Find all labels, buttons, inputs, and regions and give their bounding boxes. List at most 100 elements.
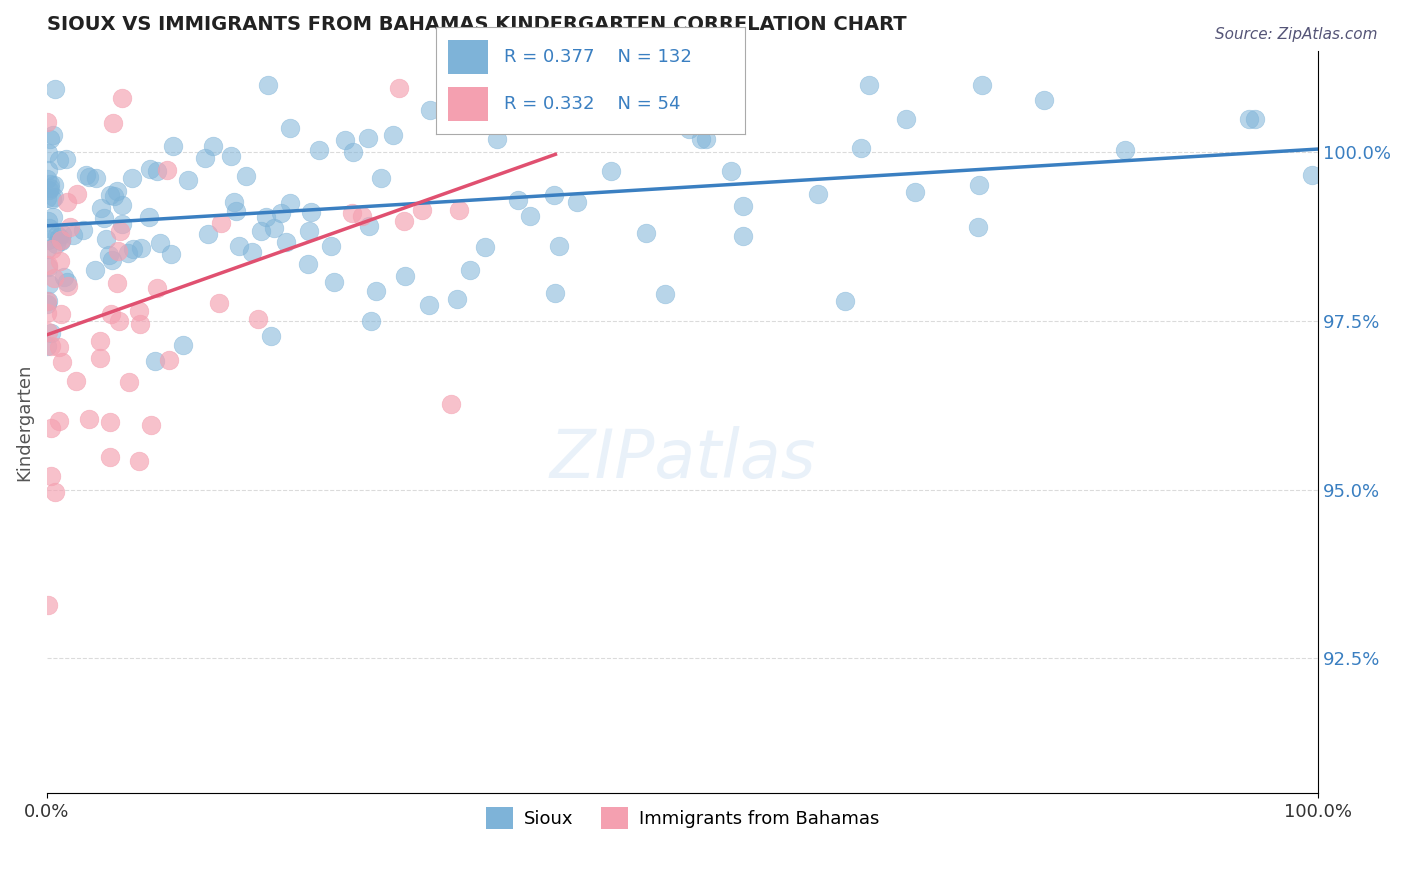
Point bbox=[547, 239, 569, 253]
Point bbox=[1243, 112, 1265, 126]
Point bbox=[35, 114, 58, 128]
Point bbox=[121, 170, 143, 185]
Point bbox=[146, 281, 169, 295]
Point bbox=[249, 223, 271, 237]
Point bbox=[966, 219, 988, 234]
Legend: Sioux, Immigrants from Bahamas: Sioux, Immigrants from Bahamas bbox=[479, 800, 886, 837]
Point bbox=[42, 210, 65, 224]
Point bbox=[129, 241, 152, 255]
Point bbox=[37, 172, 59, 186]
Point bbox=[172, 338, 194, 352]
Point bbox=[103, 115, 125, 129]
Point bbox=[240, 245, 263, 260]
Point bbox=[53, 270, 76, 285]
Point bbox=[37, 258, 59, 272]
Point bbox=[51, 227, 73, 241]
Point bbox=[342, 145, 364, 159]
Point bbox=[695, 132, 717, 146]
Point bbox=[225, 204, 247, 219]
Point bbox=[103, 189, 125, 203]
Point bbox=[89, 351, 111, 366]
Point bbox=[84, 263, 107, 277]
Point bbox=[197, 227, 219, 241]
Point bbox=[79, 170, 101, 185]
Point bbox=[352, 209, 374, 223]
Text: R = 0.332    N = 54: R = 0.332 N = 54 bbox=[503, 95, 681, 112]
Point bbox=[108, 224, 131, 238]
Point bbox=[41, 242, 63, 256]
Point bbox=[37, 163, 59, 178]
Point bbox=[111, 91, 134, 105]
Point bbox=[143, 354, 166, 368]
Point bbox=[108, 314, 131, 328]
Point bbox=[176, 172, 198, 186]
Point bbox=[38, 132, 60, 146]
Point bbox=[526, 103, 548, 118]
Point bbox=[42, 178, 65, 193]
Point bbox=[96, 232, 118, 246]
Point bbox=[72, 223, 94, 237]
Point bbox=[156, 163, 179, 178]
Point bbox=[319, 238, 342, 252]
FancyBboxPatch shape bbox=[449, 87, 488, 121]
Point bbox=[65, 375, 87, 389]
Point bbox=[689, 131, 711, 145]
Text: ZIPatlas: ZIPatlas bbox=[550, 426, 815, 492]
Point bbox=[360, 314, 382, 328]
Text: Source: ZipAtlas.com: Source: ZipAtlas.com bbox=[1215, 27, 1378, 42]
Point bbox=[39, 177, 62, 191]
Point bbox=[111, 198, 134, 212]
Point bbox=[100, 307, 122, 321]
Point bbox=[77, 412, 100, 426]
Point bbox=[219, 149, 242, 163]
Point bbox=[834, 293, 856, 308]
Point bbox=[807, 186, 830, 201]
Point bbox=[98, 187, 121, 202]
Point bbox=[278, 196, 301, 211]
Point bbox=[720, 163, 742, 178]
Point bbox=[228, 239, 250, 253]
Point bbox=[37, 339, 59, 353]
Point bbox=[37, 294, 59, 309]
Point bbox=[48, 414, 70, 428]
Point bbox=[678, 122, 700, 136]
Point bbox=[35, 297, 58, 311]
Point bbox=[411, 202, 433, 217]
Point bbox=[858, 78, 880, 92]
Point bbox=[394, 213, 416, 227]
Point bbox=[904, 185, 927, 199]
Point bbox=[458, 262, 481, 277]
Point bbox=[39, 181, 62, 195]
Point bbox=[105, 276, 128, 290]
Point bbox=[486, 132, 509, 146]
Point bbox=[111, 217, 134, 231]
Point bbox=[38, 183, 60, 197]
Point bbox=[128, 454, 150, 468]
Point bbox=[222, 194, 245, 209]
Point bbox=[37, 233, 59, 247]
FancyBboxPatch shape bbox=[449, 39, 488, 74]
Point bbox=[105, 184, 128, 198]
Point bbox=[93, 211, 115, 225]
Point bbox=[160, 247, 183, 261]
Point bbox=[440, 397, 463, 411]
Point bbox=[388, 80, 411, 95]
Point bbox=[38, 277, 60, 291]
Point bbox=[733, 229, 755, 244]
Point bbox=[37, 598, 59, 612]
Point bbox=[51, 234, 73, 248]
Point bbox=[118, 375, 141, 389]
Point bbox=[62, 228, 84, 243]
Point bbox=[39, 420, 62, 434]
Point bbox=[506, 193, 529, 207]
Point bbox=[1301, 168, 1323, 182]
Point bbox=[1033, 93, 1056, 107]
Point bbox=[544, 285, 567, 300]
Point bbox=[565, 195, 588, 210]
Point bbox=[333, 133, 356, 147]
Point bbox=[1237, 112, 1260, 127]
Point bbox=[39, 338, 62, 352]
Point bbox=[209, 216, 232, 230]
Point bbox=[55, 152, 77, 166]
Point bbox=[98, 247, 121, 261]
